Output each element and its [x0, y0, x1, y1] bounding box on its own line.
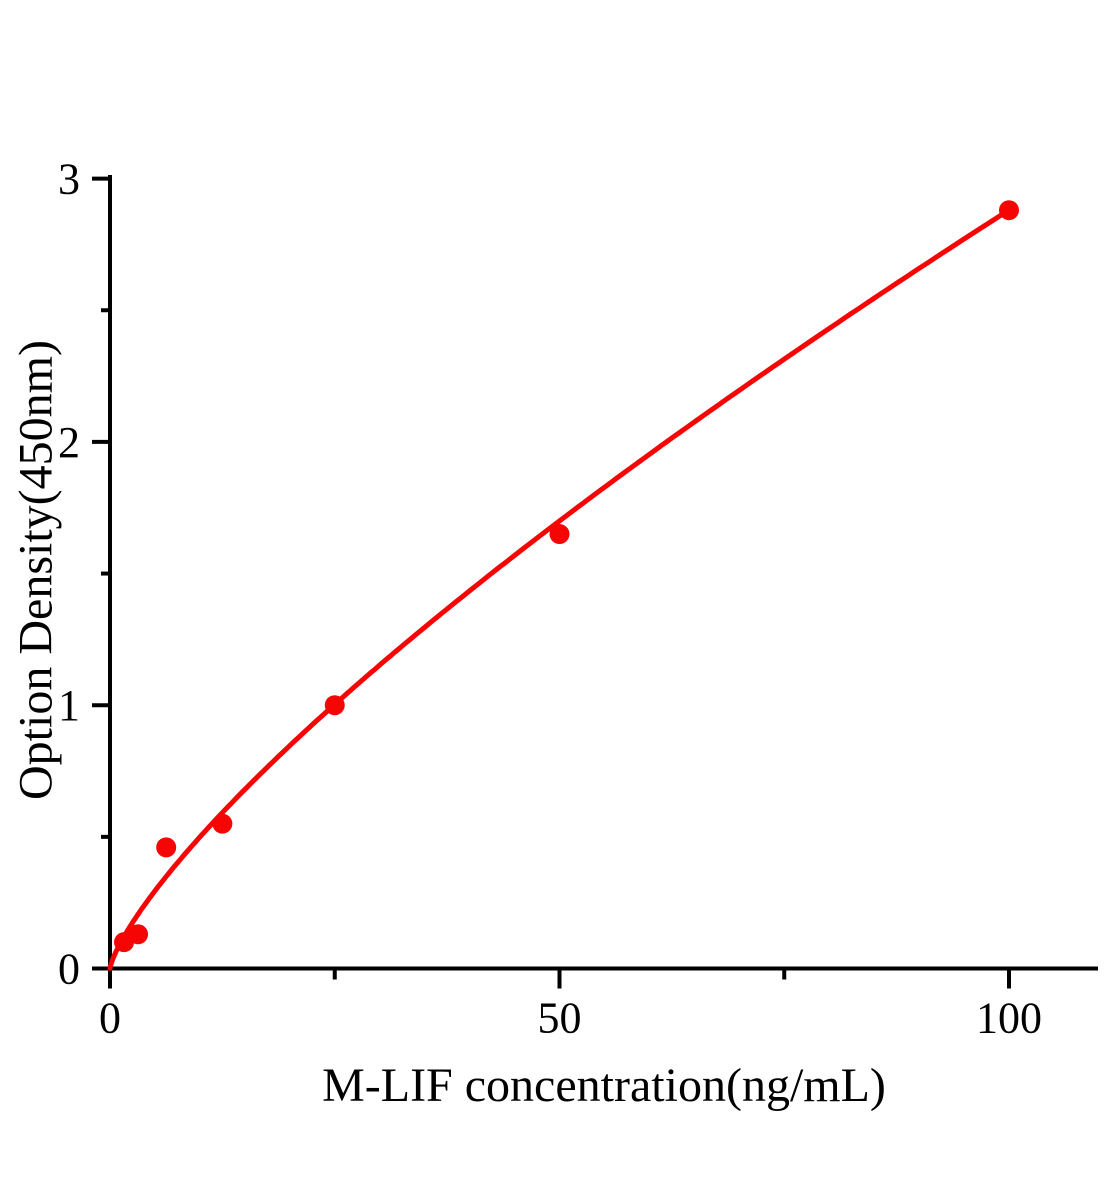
data-point	[549, 524, 570, 545]
data-point	[999, 200, 1019, 221]
data-point	[156, 837, 177, 858]
data-point	[212, 813, 233, 834]
x-tick-label: 50	[538, 994, 582, 1043]
x-tick-label: 100	[976, 994, 1042, 1043]
y-tick-label: 2	[58, 418, 80, 467]
data-point	[324, 695, 345, 716]
x-tick-label: 0	[99, 994, 121, 1043]
data-point	[128, 924, 149, 945]
x-axis-title: M-LIF concentration(ng/mL)	[322, 1059, 886, 1112]
fit-curve	[107, 207, 1012, 971]
y-tick-label: 0	[58, 945, 80, 994]
y-tick-label: 1	[58, 681, 80, 730]
y-axis-title: Option Density(450nm)	[9, 340, 63, 800]
y-tick-label: 3	[58, 155, 80, 204]
